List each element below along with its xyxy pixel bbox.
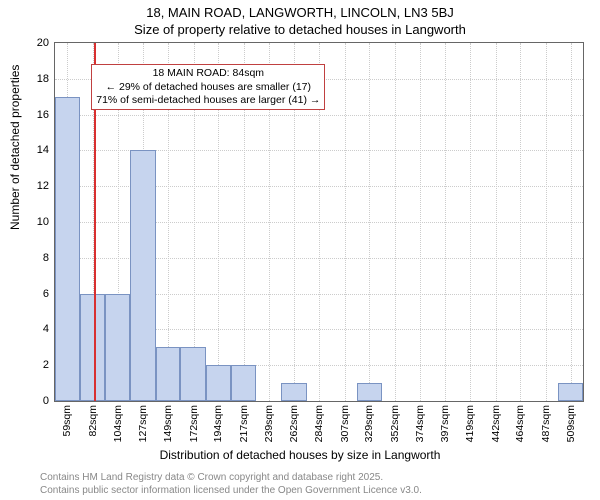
grid-line-vertical [546, 43, 547, 401]
x-tick-label: 59sqm [61, 405, 73, 437]
attribution-line1: Contains HM Land Registry data © Crown c… [40, 472, 383, 483]
x-axis-label: Distribution of detached houses by size … [0, 448, 600, 462]
y-tick-label: 18 [37, 73, 49, 85]
x-tick-label: 172sqm [188, 405, 200, 442]
x-tick-label: 442sqm [490, 405, 502, 442]
x-tick-label: 194sqm [212, 405, 224, 442]
grid-line-vertical [496, 43, 497, 401]
x-tick-label: 352sqm [389, 405, 401, 442]
grid-line-vertical [395, 43, 396, 401]
histogram-bar [105, 294, 130, 401]
x-tick-label: 104sqm [112, 405, 124, 442]
x-tick-label: 217sqm [238, 405, 250, 442]
grid-line-vertical [520, 43, 521, 401]
x-tick-label: 397sqm [439, 405, 451, 442]
chart-container: 18, MAIN ROAD, LANGWORTH, LINCOLN, LN3 5… [0, 0, 600, 500]
x-tick-label: 284sqm [313, 405, 325, 442]
y-tick-label: 10 [37, 216, 49, 228]
grid-line-vertical [470, 43, 471, 401]
annotation-box: 18 MAIN ROAD: 84sqm← 29% of detached hou… [91, 64, 325, 109]
y-tick-label: 12 [37, 180, 49, 192]
y-axis-label: Number of detached properties [8, 65, 22, 230]
x-tick-label: 419sqm [464, 405, 476, 442]
x-tick-label: 127sqm [137, 405, 149, 442]
y-tick-label: 20 [37, 37, 49, 49]
y-tick-label: 14 [37, 144, 49, 156]
grid-line-vertical [571, 43, 572, 401]
x-tick-label: 239sqm [263, 405, 275, 442]
x-tick-label: 82sqm [87, 405, 99, 437]
chart-title-line1: 18, MAIN ROAD, LANGWORTH, LINCOLN, LN3 5… [0, 5, 600, 20]
y-tick-label: 0 [43, 395, 49, 407]
grid-line-vertical [345, 43, 346, 401]
histogram-bar [558, 383, 583, 401]
y-tick-label: 8 [43, 252, 49, 264]
histogram-bar [156, 347, 181, 401]
x-tick-label: 262sqm [288, 405, 300, 442]
chart-title-line2: Size of property relative to detached ho… [0, 22, 600, 37]
histogram-bar [281, 383, 307, 401]
histogram-bar [180, 347, 206, 401]
x-tick-label: 509sqm [565, 405, 577, 442]
x-tick-label: 149sqm [162, 405, 174, 442]
annotation-line: 71% of semi-detached houses are larger (… [96, 94, 320, 107]
x-tick-label: 374sqm [414, 405, 426, 442]
histogram-bar [231, 365, 257, 401]
histogram-bar [80, 294, 106, 401]
y-tick-label: 6 [43, 288, 49, 300]
histogram-bar [206, 365, 231, 401]
y-tick-label: 4 [43, 323, 49, 335]
attribution-line2: Contains public sector information licen… [40, 485, 422, 496]
annotation-line: 18 MAIN ROAD: 84sqm [96, 67, 320, 80]
histogram-bar [130, 150, 156, 401]
y-tick-label: 2 [43, 359, 49, 371]
grid-line-vertical [445, 43, 446, 401]
x-tick-label: 329sqm [363, 405, 375, 442]
histogram-bar [55, 97, 80, 401]
x-tick-label: 487sqm [540, 405, 552, 442]
grid-line-vertical [420, 43, 421, 401]
annotation-line: ← 29% of detached houses are smaller (17… [96, 81, 320, 94]
x-tick-label: 307sqm [339, 405, 351, 442]
x-tick-label: 464sqm [514, 405, 526, 442]
y-tick-label: 16 [37, 109, 49, 121]
histogram-bar [357, 383, 382, 401]
plot-area: 0246810121416182059sqm82sqm104sqm127sqm1… [54, 42, 584, 402]
grid-line-vertical [369, 43, 370, 401]
